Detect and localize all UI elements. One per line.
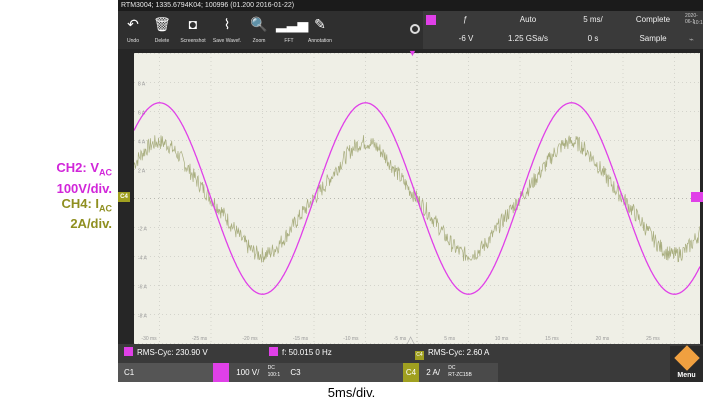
x-tick-label: -15 ms <box>293 336 309 342</box>
save-waveform-icon: ⌇ <box>223 16 231 32</box>
toolbar-button-delete[interactable]: 🗑 Delete <box>149 11 175 49</box>
channel-c1-box[interactable]: C1 <box>118 363 213 382</box>
undo-arrow-icon: ↶ <box>127 16 139 32</box>
channel-annotation: CH2: VAC 100V/div. CH4: IAC 2A/div. <box>0 160 112 231</box>
sample-rate[interactable]: 1.25 GSa/s <box>507 34 549 43</box>
ch4-offset-marker[interactable]: C4 <box>118 192 130 202</box>
x-tick-label: 10 ms <box>495 336 509 342</box>
fft-icon: ▂▃▅ <box>276 16 309 32</box>
y-tick-label: -2 A <box>138 227 148 233</box>
x-tick-label: 25 ms <box>646 336 660 342</box>
run-indicator-icon[interactable] <box>410 24 420 34</box>
c2-color-chip <box>213 363 229 382</box>
ch4-label: CH4: I <box>61 195 99 211</box>
timebase-annotation: 5ms/div. <box>327 385 376 400</box>
acquisition-status[interactable]: Complete <box>635 15 671 24</box>
y-tick-label: 6 A <box>138 111 146 117</box>
horizontal-position[interactable]: 0 s <box>587 34 599 43</box>
y-tick-label: 4 A <box>138 140 146 146</box>
toolbar-button-screenshot[interactable]: ◘ Screenshot <box>180 11 206 49</box>
ch2-chip <box>124 347 133 356</box>
freq-chip <box>269 347 278 356</box>
trigger-edge-icon[interactable]: ƒ <box>462 15 468 24</box>
camera-icon: ◘ <box>188 16 198 32</box>
usb-icon: ⌁ <box>689 35 694 44</box>
trigger-level[interactable]: -6 V <box>458 34 474 43</box>
c4-color-chip: C4 <box>403 363 419 382</box>
x-tick-label: 5 ms <box>444 336 455 342</box>
ch4-scale-label: 2A/div. <box>70 216 112 232</box>
x-tick-label: 15 ms <box>545 336 559 342</box>
ch2-scale-label: 100V/div. <box>56 180 112 196</box>
x-tick-label: -10 ms <box>343 336 359 342</box>
toolbar-button-zoom[interactable]: 🔍 Zoom <box>246 11 272 49</box>
y-tick-label: 2 A <box>138 169 146 175</box>
x-tick-label: 20 ms <box>596 336 610 342</box>
c4-probe: RT-ZC15B <box>448 372 472 378</box>
menu-button[interactable]: Menu <box>670 345 703 382</box>
x-tick-label: -30 ms <box>141 336 157 342</box>
toolbar-label: Annotation <box>308 38 332 44</box>
channel-c3-label[interactable]: C3 <box>290 368 301 377</box>
ch4-rms-measurement[interactable]: C4 RMS-Cyc: 2.60 A <box>415 346 489 360</box>
y-tick-label: -6 A <box>138 285 148 291</box>
waveform-display[interactable]: 8 A 6 A 4 A 2 A -2 A -4 A -6 A -8 A -30 ms -25 ms… <box>133 53 701 344</box>
oscilloscope-screen: RTM3004; 1335.6794K04; 100996 (01.200 20… <box>118 0 703 382</box>
x-tick-label: -25 ms <box>192 336 208 342</box>
ch4-rms-value: RMS-Cyc: 2.60 A <box>428 348 490 357</box>
window-title: RTM3004; 1335.6794K04; 100996 (01.200 20… <box>118 0 703 11</box>
waveform-svg: 8 A 6 A 4 A 2 A -2 A -4 A -6 A -8 A -30 ms -25 ms… <box>133 53 701 344</box>
zoom-icon: 🔍 <box>250 16 268 32</box>
trash-icon: 🗑 <box>153 16 171 32</box>
frequency-measurement[interactable]: f: 50.015 0 Hz <box>269 346 332 360</box>
ch4-subscript: AC <box>99 203 112 214</box>
axis-labels: 8 A 6 A 4 A 2 A -2 A -4 A -6 A -8 A -30 ms -25 ms… <box>138 82 660 343</box>
c2-scale: 100 V/ <box>236 368 260 377</box>
ch4-current-trace <box>133 135 701 263</box>
toolbar-button-fft[interactable]: ▂▃▅ FFT <box>276 11 309 49</box>
acquisition-type[interactable]: Sample <box>639 34 667 43</box>
toolbar-button-annotation[interactable]: ✎ Annotation <box>307 11 333 49</box>
horizontal-reference-marker[interactable]: △ <box>406 333 416 347</box>
y-tick-label: -4 A <box>138 256 148 262</box>
c4-coupling: DC <box>448 365 456 371</box>
toolbar-label: Save Wavef. <box>212 38 242 44</box>
toolbar-label: FFT <box>284 38 294 44</box>
toolbar-label: Delete <box>154 38 170 44</box>
grid <box>134 53 700 344</box>
c2-probe: 100:1 <box>267 372 281 378</box>
ch2-rms-measurement[interactable]: RMS-Cyc: 230.90 V <box>124 346 208 360</box>
frequency-value: f: 50.015 0 Hz <box>282 348 332 357</box>
toolbar-label: Undo <box>127 38 139 44</box>
date: 2020-06-1 <box>685 13 698 25</box>
ch2-offset-marker[interactable] <box>691 192 703 202</box>
ch4-chip: C4 <box>415 351 424 360</box>
c2-coupling: DC <box>267 365 275 371</box>
ch2-rms-value: RMS-Cyc: 230.90 V <box>137 348 208 357</box>
ch2-subscript: AC <box>99 167 112 178</box>
menu-icon <box>674 345 700 371</box>
pencil-icon: ✎ <box>314 16 326 32</box>
channel-c4-box[interactable]: C4 2 A/ DC RT-ZC15B <box>403 363 498 382</box>
ch2-voltage-trace <box>133 102 701 295</box>
y-tick-label: -8 A <box>138 314 148 320</box>
time: 10:1 <box>693 20 703 26</box>
toolbar-label: Zoom <box>252 38 266 44</box>
ch2-trigger-chip[interactable] <box>426 15 436 25</box>
timebase-scale[interactable]: 5 ms/ <box>583 15 603 24</box>
x-tick-label: -20 ms <box>242 336 258 342</box>
menu-label: Menu <box>677 372 696 379</box>
c4-scale: 2 A/ <box>426 368 441 377</box>
y-tick-label: 8 A <box>138 82 146 88</box>
channel-c2-box[interactable]: 100 V/ DC 100:1 C3 <box>213 363 403 382</box>
trigger-position-marker[interactable]: ▼ <box>408 48 417 58</box>
empty-channel-box <box>498 363 668 382</box>
toolbar-label: Screenshot <box>180 38 206 44</box>
toolbar-button-undo[interactable]: ↶ Undo <box>120 11 146 49</box>
toolbar-button-save-wavef[interactable]: ⌇ Save Wavef. <box>213 11 241 49</box>
ch2-label: CH2: V <box>56 160 99 175</box>
acquisition-panel: ƒ -6 V Auto 1.25 GSa/s 5 ms/ 0 s Complet… <box>423 11 703 49</box>
trigger-mode[interactable]: Auto <box>519 15 537 24</box>
x-tick-label: -5 ms <box>394 336 407 342</box>
